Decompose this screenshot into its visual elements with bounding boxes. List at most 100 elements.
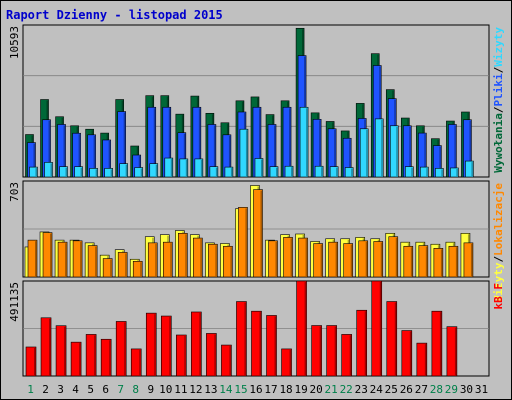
- panel-bot-day-16-kbf-bar-shade: [259, 312, 261, 376]
- panel-top-day-1-wizyty-bar-body: [29, 166, 38, 178]
- panel-mid-day-2-lokalizacje-bar-shade: [50, 233, 52, 277]
- panel-bot-day-25-kbf-bar-shade: [394, 302, 397, 376]
- x-tick-label-3: 3: [57, 383, 64, 396]
- panel-bot-day-1-kbf-bar-body: [25, 346, 37, 377]
- panel-mid-day-25-lokalizacje-bar-body: [388, 236, 399, 278]
- panel-top-day-19-wizyty-bar-body: [299, 106, 309, 178]
- panel-top-ymax-label: 10593: [8, 26, 21, 59]
- panel-bot-day-26-kbf-bar-body: [401, 330, 413, 377]
- panel-bot-day-27-kbf-bar-body: [416, 342, 428, 377]
- panel-bot-day-9-kbf-bar-body: [145, 312, 157, 377]
- panel-top-day-21-wizyty-bar-shade: [336, 167, 338, 177]
- panel-bot-day-21-kbf-bar-body: [326, 325, 337, 377]
- panel-top-day-12-wizyty-bar-body: [194, 158, 204, 178]
- panel-bot-day-28-kbf-bar-body: [431, 310, 443, 377]
- panel-mid-day-7-lokalizacje-bar: [117, 252, 128, 278]
- panel-top-day-18-wizyty-bar: [284, 165, 294, 178]
- panel-top-day-10-pliki-bar-shade: [168, 108, 171, 177]
- panel-mid-label-part-1: /: [492, 255, 505, 262]
- x-tick-label-26: 26: [400, 383, 413, 396]
- panel-top-day-14-wizyty-bar-body: [224, 166, 234, 178]
- panel-mid-day-25-lokalizacje-bar-shade: [395, 237, 398, 277]
- panel-mid-day-4-lokalizacje-bar-shade: [80, 241, 82, 277]
- panel-mid-day-12-lokalizacje-bar: [193, 237, 203, 278]
- panel-mid-day-26-lokalizacje-bar: [403, 245, 414, 278]
- panel-bot-day-20-kbf-bar-shade: [319, 326, 322, 376]
- panel-mid-day-1-lokalizacje-bar: [27, 239, 38, 278]
- panel-top-day-26-wizyty-bar: [405, 166, 414, 178]
- panel-bot-day-14-kbf-bar-shade: [229, 346, 231, 376]
- panel-bot-day-26-kbf-bar: [401, 330, 413, 377]
- panel-top-day-1-wizyty-bar: [29, 166, 38, 178]
- panel-bot-day-14-kbf-bar: [221, 344, 232, 377]
- panel-bot-day-10-kbf-bar-shade: [169, 317, 171, 376]
- x-tick-label-19: 19: [294, 383, 307, 396]
- panel-mid-day-25-lokalizacje-bar: [388, 236, 399, 278]
- panel-top-day-7-wizyty-bar-shade: [125, 164, 128, 177]
- panel-top-day-4-wizyty-bar: [74, 166, 83, 178]
- panel-top-day-2-wizyty-bar-shade: [50, 163, 53, 177]
- panel-top-day-3-wizyty-bar-shade: [65, 167, 68, 177]
- panel-bot-day-12-kbf-bar: [191, 311, 202, 377]
- panel-bot-day-23-kbf-bar-shade: [364, 311, 367, 376]
- panel-mid-day-16-lokalizacje-bar-shade: [260, 190, 262, 277]
- x-tick-label-30: 30: [460, 383, 473, 396]
- panel-top-day-14-wizyty-bar-shade: [230, 168, 233, 177]
- x-tick-label-6: 6: [102, 383, 109, 396]
- panel-mid-day-5-lokalizacje-bar-body: [87, 245, 98, 278]
- x-tick-label-10: 10: [159, 383, 172, 396]
- panel-top-day-6-wizyty-bar-shade: [110, 169, 113, 177]
- panel-bot-day-17-kbf-bar-shade: [274, 316, 277, 376]
- panel-bot-day-22-kbf-bar-shade: [349, 335, 352, 376]
- panel-top-day-30-pliki-bar-shade: [469, 120, 471, 177]
- panel-bot-day-8-kbf-bar: [130, 348, 142, 377]
- panel-top-day-22-wizyty-bar-body: [344, 167, 354, 178]
- panel-mid-day-14-lokalizacje-bar-body: [223, 245, 233, 278]
- panel-top-day-13-pliki-bar-shade: [213, 125, 216, 177]
- panel-bot-day-24-kbf-bar-shade: [379, 282, 382, 376]
- panel-bot-day-19-kbf-bar: [296, 280, 307, 377]
- panel-bot-day-12-kbf-bar-body: [191, 311, 202, 377]
- panel-bot-day-4-kbf-bar-body: [70, 341, 82, 377]
- panel-mid-day-24-lokalizacje-bar: [373, 241, 384, 278]
- panel-top-day-25-wizyty-bar: [389, 125, 399, 178]
- panel-bot-day-25-kbf-bar: [386, 301, 398, 377]
- panel-top-series-label: Wywołania/Pliki/Wizyty: [492, 27, 505, 173]
- x-tick-label-16: 16: [249, 383, 262, 396]
- panel-top-day-9-wizyty-bar-shade: [155, 164, 158, 177]
- panel-top-day-16-wizyty-bar-shade: [260, 159, 263, 177]
- panel-mid-day-15-lokalizacje-bar-body: [238, 207, 248, 278]
- x-tick-label-29: 29: [445, 383, 458, 396]
- panel-top-day-1-pliki-bar-shade: [33, 143, 35, 177]
- panel-bot-day-11-kbf-bar-shade: [184, 335, 186, 376]
- panel-mid-day-22-lokalizacje-bar-body: [343, 243, 353, 278]
- x-tick-label-24: 24: [370, 383, 384, 396]
- panel-mid-day-22-lokalizacje-bar: [343, 243, 353, 278]
- panel-top-day-4-wizyty-bar-shade: [80, 167, 83, 177]
- x-tick-label-13: 13: [204, 383, 217, 396]
- panel-top-day-7-wizyty-bar: [119, 163, 128, 178]
- panel-bot: 491135 kB F: [8, 280, 505, 377]
- panel-top-day-12-wizyty-bar-shade: [200, 159, 203, 177]
- panel-top-day-24-wizyty-bar: [374, 118, 384, 178]
- panel-bot-day-16-kbf-bar: [251, 310, 262, 377]
- panel-bot-day-11-kbf-bar: [176, 334, 187, 377]
- panel-top-day-25-wizyty-bar-body: [389, 125, 399, 178]
- panel-top-day-3-wizyty-bar: [59, 166, 68, 178]
- panel-top-day-10-wizyty-bar: [164, 157, 174, 178]
- panel-top-day-6-wizyty-bar: [104, 168, 113, 178]
- panel-mid-day-14-lokalizacje-bar: [223, 245, 233, 278]
- panel-mid-day-26-lokalizacje-bar-body: [403, 245, 414, 278]
- panel-mid-day-8-lokalizacje-bar: [132, 260, 143, 278]
- panel-bot-day-4-kbf-bar: [70, 341, 82, 377]
- panel-mid: 703 Wizyty/Lokalizacje: [8, 180, 505, 302]
- panel-top-day-11-pliki-bar-shade: [183, 133, 186, 177]
- panel-top-day-29-wizyty-bar: [450, 167, 459, 178]
- panel-mid-ymax-label: 703: [8, 182, 21, 202]
- panel-top-day-27-wizyty-bar-shade: [426, 168, 428, 177]
- panel-top-day-21-wizyty-bar-body: [329, 166, 339, 178]
- panel-mid-day-23-lokalizacje-bar-shade: [365, 241, 368, 277]
- panel-top-day-8-wizyty-bar-body: [134, 167, 144, 178]
- panel-mid-day-9-lokalizacje-bar: [147, 242, 158, 278]
- panel-top-day-11-wizyty-bar-shade: [185, 159, 188, 177]
